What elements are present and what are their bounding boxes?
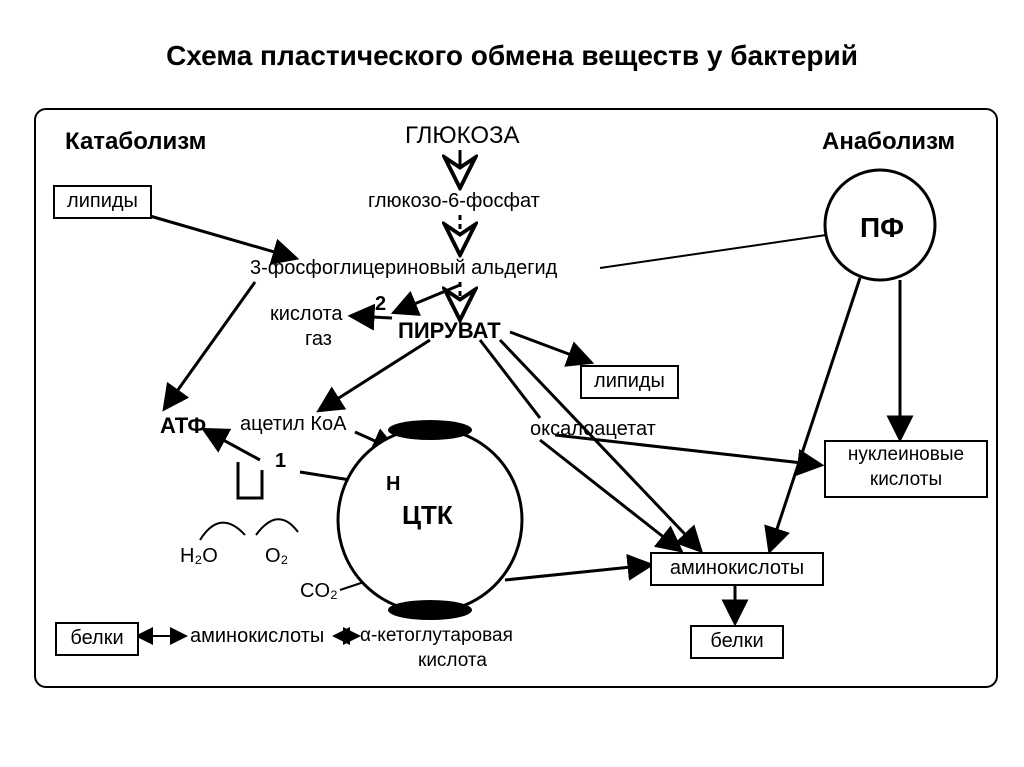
label-anabolism: Анаболизм: [822, 128, 955, 156]
box-proteins_left: белки: [55, 622, 139, 656]
label-acid: кислота: [270, 303, 343, 326]
label-g3p: 3-фосфоглицериновый альдегид: [250, 257, 557, 280]
label-gas: газ: [305, 328, 332, 351]
box-lipids_right: липиды: [580, 365, 679, 399]
label-catabolism: Катаболизм: [65, 128, 206, 156]
label-co2: CO₂: [300, 580, 338, 603]
label-aketo2: кислота: [418, 650, 487, 672]
label-acetylcoa: ацетил КоА: [240, 413, 346, 436]
label-h2o: H₂O: [180, 545, 218, 568]
label-h_in: Н: [386, 473, 400, 496]
label-glucose: ГЛЮКОЗА: [405, 122, 520, 150]
box-nucleic: нуклеиновыекислоты: [824, 440, 988, 498]
label-o2: O₂: [265, 545, 288, 568]
label-pyruvate: ПИРУВАТ: [398, 318, 501, 344]
label-g6p: глюкозо-6-фосфат: [368, 190, 540, 213]
diagram-stage: { "type": "flowchart", "canvas": { "w": …: [0, 0, 1024, 767]
label-aketo1: α-кетоглутаровая: [360, 625, 513, 647]
label-num1: 1: [275, 450, 286, 473]
box-lipids_left: липиды: [53, 185, 152, 219]
label-pf: ПФ: [860, 212, 904, 244]
label-tca: ЦТК: [402, 500, 453, 531]
label-amino_left: аминокислоты: [190, 625, 324, 648]
page-title: Схема пластического обмена веществ у бак…: [0, 40, 1024, 72]
box-proteins_r: белки: [690, 625, 784, 659]
label-atp: АТФ: [160, 413, 206, 439]
label-num2: 2: [375, 293, 386, 316]
box-aminoacids: аминокислоты: [650, 552, 824, 586]
label-oxaloacetate: оксалоацетат: [530, 418, 656, 441]
